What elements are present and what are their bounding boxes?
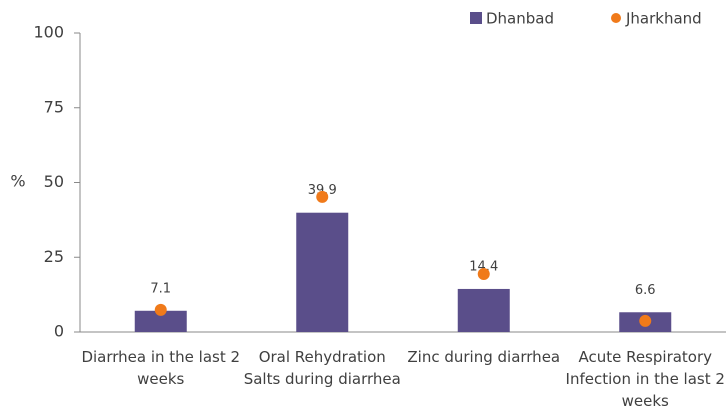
y-axis-label: % <box>10 172 25 191</box>
data-label: 14.4 <box>469 259 498 274</box>
y-tick-label: 100 <box>33 23 64 42</box>
bar <box>134 310 187 332</box>
data-label: 7.1 <box>150 281 171 296</box>
x-tick-label: Zinc during diarrhea <box>407 348 561 366</box>
data-label: 6.6 <box>635 283 656 298</box>
legend-swatch <box>611 13 621 23</box>
x-tick-label: Acute Respiratory Infection in the last … <box>565 348 725 410</box>
data-label: 39.9 <box>308 183 337 198</box>
x-tick-label: Oral Rehydration Salts during diarrhea <box>243 348 401 388</box>
dot <box>639 314 652 327</box>
y-tick-label: 0 <box>54 322 64 341</box>
dot <box>154 303 167 316</box>
bar <box>296 212 349 332</box>
dot <box>316 190 329 203</box>
legend-label: Jharkhand <box>625 10 702 28</box>
bar <box>457 288 510 332</box>
legend-label: Dhanbad <box>486 10 554 28</box>
legend-swatch <box>470 12 482 24</box>
y-tick-label: 50 <box>44 172 64 191</box>
y-tick-label: 75 <box>44 97 64 116</box>
x-tick-label: Diarrhea in the last 2 weeks <box>81 348 241 388</box>
dot <box>477 267 490 280</box>
y-tick-label: 25 <box>44 247 64 266</box>
